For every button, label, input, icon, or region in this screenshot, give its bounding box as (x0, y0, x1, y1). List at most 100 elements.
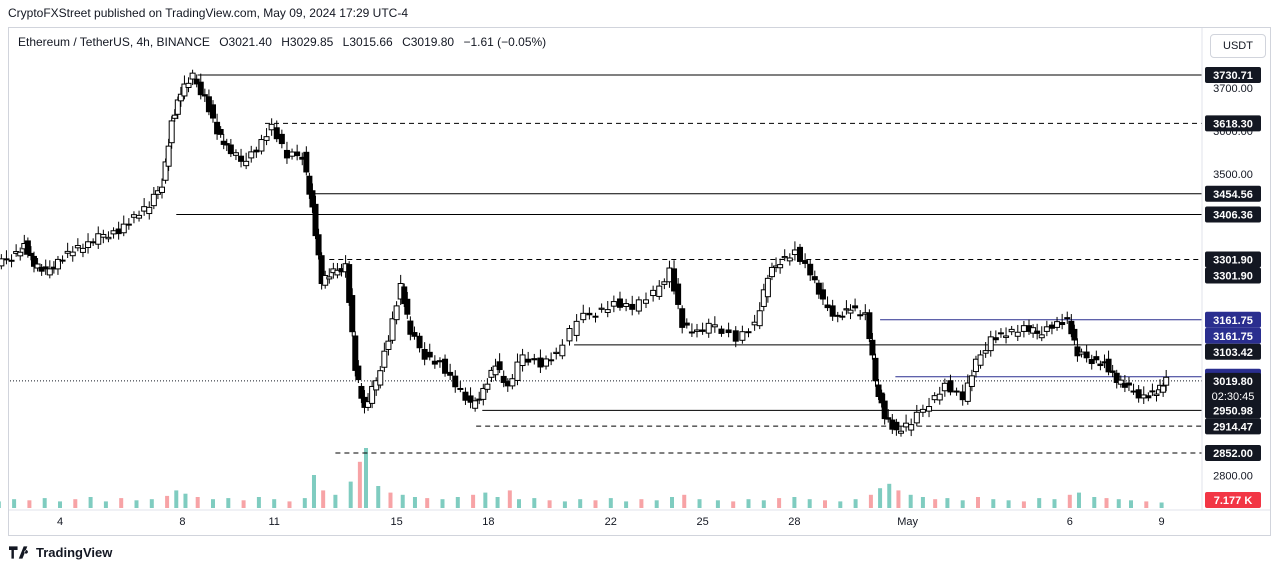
current-price-label: 3019.80 (1213, 376, 1253, 388)
candle-up (79, 247, 86, 253)
candle-down (802, 260, 809, 264)
candle-up (258, 139, 265, 152)
candle-up (642, 299, 649, 304)
volume-bar (226, 498, 231, 508)
candle-down (500, 375, 507, 383)
candle-down (824, 304, 831, 309)
candle-up (1043, 326, 1050, 332)
level-label-box (1205, 402, 1261, 419)
candle-up (165, 145, 172, 167)
volume-bar (357, 461, 362, 508)
level-lines (10, 74, 1202, 454)
candle-up (130, 214, 137, 218)
candle-up (177, 93, 184, 102)
candle-up (941, 382, 948, 392)
volume-bar (920, 497, 925, 508)
candle-up (1078, 351, 1085, 355)
level-label: 3618.30 (1213, 118, 1253, 130)
candle-down (797, 246, 804, 262)
volume-bar (878, 488, 883, 508)
candle-down (90, 241, 97, 244)
level-label: 3301.90 (1213, 270, 1253, 282)
volume-bar (333, 494, 338, 508)
candle-up (243, 160, 250, 167)
level-label: 2950.98 (1213, 405, 1253, 417)
candle-down (679, 308, 686, 328)
candle-down (1109, 370, 1116, 373)
candle-down (407, 320, 414, 335)
candle-down (358, 385, 365, 399)
volume-bar (823, 500, 827, 508)
volume-bar (149, 499, 154, 508)
instrument-label[interactable]: Ethereum / TetherUS, 4h, BINANCE (18, 35, 210, 49)
candle-up (0, 258, 5, 267)
candle-up (1054, 321, 1061, 328)
candle-up (903, 422, 910, 428)
candle-up (369, 385, 376, 404)
candle-up (95, 233, 102, 245)
candle-up (1160, 385, 1167, 393)
candle-down (416, 335, 423, 349)
candle-up (141, 206, 148, 212)
candle-down (346, 264, 353, 303)
volume-bar (73, 499, 78, 508)
volume-bar (183, 493, 188, 508)
candle-up (919, 408, 926, 413)
volume-bar (58, 501, 62, 508)
candle-up (650, 289, 657, 297)
candle-down (205, 96, 212, 113)
volume-bar (593, 500, 598, 508)
volume-bar (715, 500, 720, 508)
volume-bar (639, 499, 644, 508)
candle-down (1088, 359, 1095, 365)
level-label: 2852.00 (1213, 448, 1253, 460)
price-tick-label: 2800.00 (1213, 470, 1253, 482)
candle-up (69, 251, 76, 257)
candle-up (760, 289, 767, 307)
candle-up (553, 351, 560, 354)
candle-up (953, 390, 960, 393)
change-value: −1.61 (−0.05%) (463, 35, 547, 49)
candle-up (764, 277, 771, 298)
volume-bars (0, 448, 1164, 508)
volume-bar (624, 501, 629, 508)
candle-down (688, 331, 695, 334)
candle-up (381, 350, 388, 368)
volume-bar (195, 497, 200, 508)
candle-down (404, 298, 411, 315)
candle-down (306, 175, 313, 195)
candle-up (1038, 334, 1045, 339)
candle-up (897, 430, 904, 434)
candle-up (519, 354, 526, 367)
currency-button[interactable]: USDT (1210, 34, 1266, 58)
candle-down (457, 387, 464, 390)
candle-down (1068, 320, 1075, 335)
candle-down (893, 421, 900, 431)
level-label: 3161.75 (1213, 331, 1253, 343)
candle-up (54, 258, 61, 270)
volume-bar (1037, 498, 1042, 508)
volume-bar (119, 498, 124, 508)
volume-bar (134, 500, 139, 508)
volume-bar (241, 500, 246, 508)
candle-up (377, 370, 384, 386)
candle-down (238, 155, 245, 162)
candle-down (1125, 382, 1132, 386)
level-label-box (1205, 185, 1261, 202)
brand-label: TradingView (36, 545, 113, 560)
low-value: L3015.66 (342, 35, 393, 49)
volume-bar (495, 497, 500, 508)
high-value: H3029.85 (281, 35, 334, 49)
tradingview-brand[interactable]: TradingView (9, 545, 112, 560)
candle-up (268, 123, 275, 131)
volume-bar (88, 497, 93, 508)
candle-down (30, 255, 37, 267)
candle-up (385, 340, 392, 350)
candle-up (926, 406, 933, 412)
time-tick-label: 9 (1159, 516, 1165, 528)
volume-bar (853, 499, 858, 508)
candle-up (756, 310, 763, 327)
candle-up (85, 241, 92, 249)
candles (0, 69, 1170, 437)
